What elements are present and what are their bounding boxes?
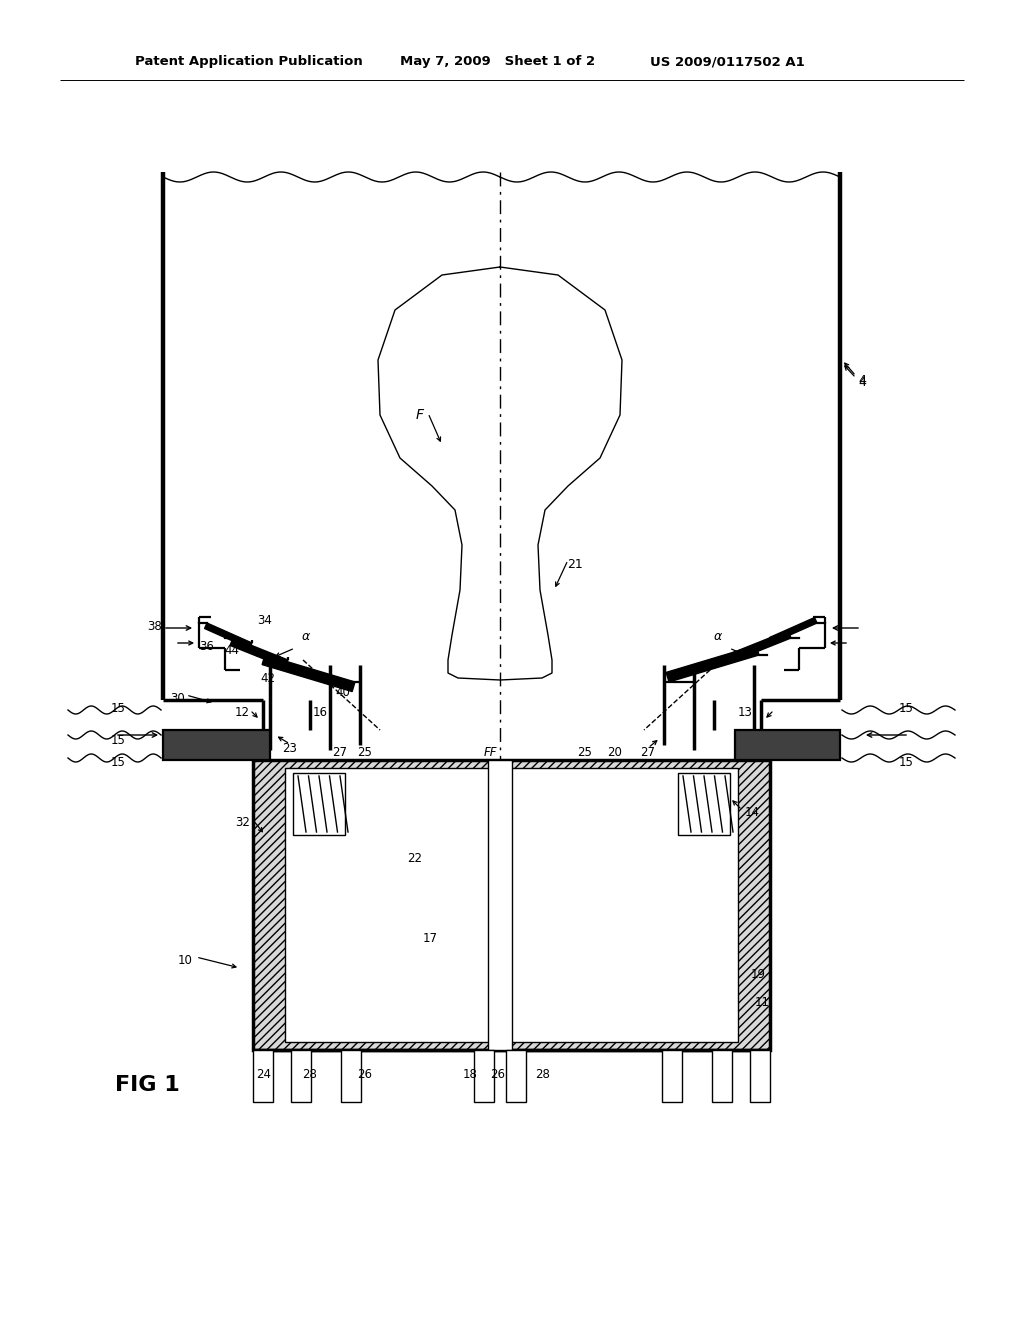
- Text: 10: 10: [177, 953, 193, 966]
- Polygon shape: [262, 655, 355, 692]
- Bar: [735, 730, 840, 760]
- Bar: [750, 1049, 770, 1102]
- Text: 25: 25: [578, 746, 593, 759]
- Text: 26: 26: [490, 1068, 506, 1081]
- Text: 18: 18: [463, 1068, 477, 1081]
- Text: 21: 21: [567, 558, 583, 572]
- Bar: [163, 730, 270, 760]
- Text: US 2009/0117502 A1: US 2009/0117502 A1: [650, 55, 805, 69]
- Text: 19: 19: [751, 969, 766, 982]
- Polygon shape: [205, 623, 252, 648]
- Polygon shape: [230, 638, 288, 668]
- Text: 22: 22: [408, 851, 423, 865]
- Bar: [253, 760, 770, 1049]
- Text: $\alpha$: $\alpha$: [713, 631, 723, 644]
- Text: 44: 44: [224, 644, 240, 656]
- Text: 38: 38: [147, 619, 163, 632]
- Bar: [293, 774, 345, 836]
- Text: 30: 30: [171, 692, 185, 705]
- Text: 15: 15: [111, 734, 125, 747]
- Text: 16: 16: [312, 705, 328, 718]
- Text: FIG 1: FIG 1: [115, 1074, 180, 1096]
- Text: 14: 14: [744, 805, 760, 818]
- Bar: [712, 1049, 732, 1102]
- Polygon shape: [667, 645, 759, 682]
- Text: 17: 17: [423, 932, 437, 945]
- Polygon shape: [733, 631, 791, 660]
- Text: 12: 12: [234, 705, 250, 718]
- Text: 40: 40: [336, 685, 350, 698]
- Text: 15: 15: [899, 701, 913, 714]
- Text: 36: 36: [200, 639, 214, 652]
- Text: Patent Application Publication: Patent Application Publication: [135, 55, 362, 69]
- Polygon shape: [770, 618, 817, 643]
- Bar: [506, 1049, 526, 1102]
- Text: 11: 11: [755, 995, 769, 1008]
- Bar: [488, 760, 512, 1049]
- Text: 34: 34: [258, 614, 272, 627]
- Bar: [678, 774, 730, 836]
- Bar: [474, 1049, 494, 1102]
- Text: 25: 25: [357, 746, 373, 759]
- Text: 15: 15: [111, 701, 125, 714]
- Text: 28: 28: [536, 1068, 551, 1081]
- Text: 27: 27: [333, 746, 347, 759]
- Text: 15: 15: [899, 755, 913, 768]
- Text: May 7, 2009   Sheet 1 of 2: May 7, 2009 Sheet 1 of 2: [400, 55, 595, 69]
- Text: $\alpha$: $\alpha$: [301, 631, 311, 644]
- Text: 32: 32: [236, 816, 251, 829]
- Text: 26: 26: [357, 1068, 373, 1081]
- Bar: [341, 1049, 361, 1102]
- Text: 23: 23: [283, 742, 297, 755]
- Bar: [291, 1049, 311, 1102]
- Bar: [662, 1049, 682, 1102]
- Text: 4: 4: [858, 374, 866, 387]
- Text: 28: 28: [302, 1068, 317, 1081]
- Text: 27: 27: [640, 746, 655, 759]
- Text: 42: 42: [260, 672, 275, 685]
- Text: 42: 42: [270, 656, 286, 669]
- Text: F: F: [416, 408, 424, 422]
- Text: 13: 13: [737, 705, 753, 718]
- Text: FF: FF: [483, 746, 497, 759]
- Text: 24: 24: [256, 1068, 271, 1081]
- Bar: [285, 768, 738, 1041]
- Text: 15: 15: [111, 755, 125, 768]
- Bar: [253, 1049, 273, 1102]
- Text: 20: 20: [607, 746, 623, 759]
- Text: 4: 4: [858, 375, 866, 388]
